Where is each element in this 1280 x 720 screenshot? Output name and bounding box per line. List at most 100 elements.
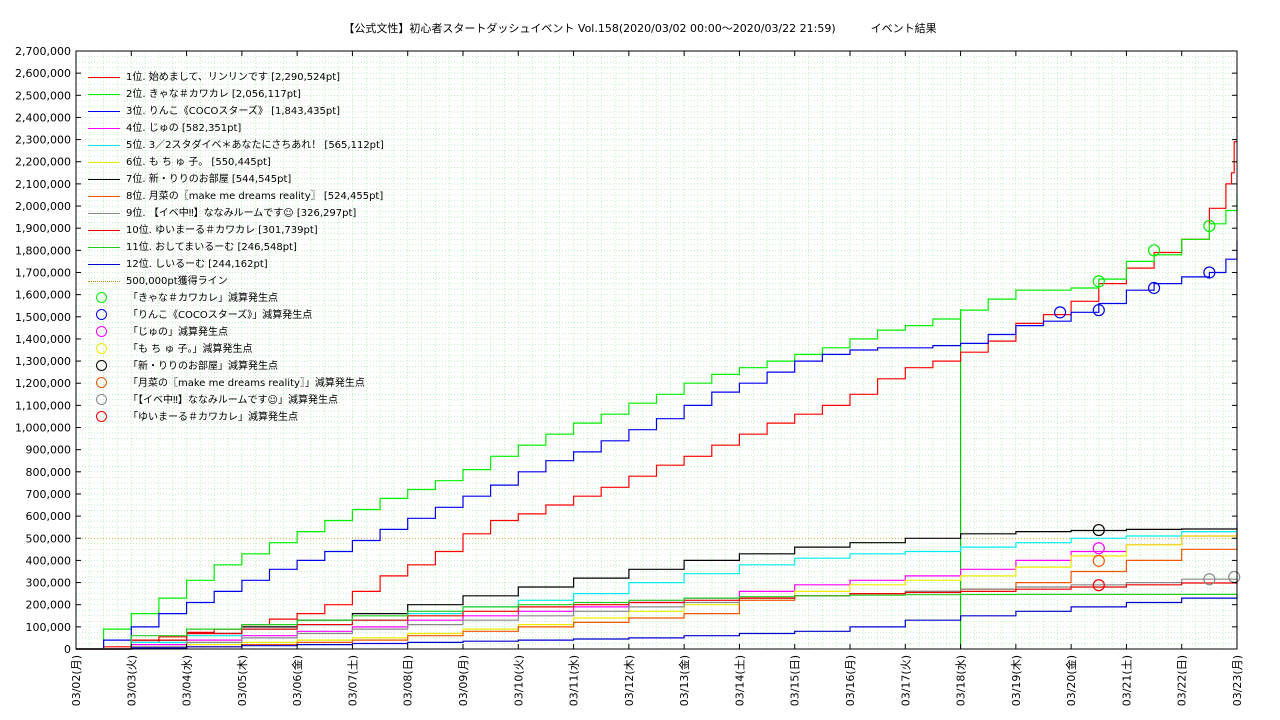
x-tick-label: 03/17(火) <box>899 655 912 706</box>
marker-point <box>1092 579 1105 592</box>
y-tick-label: 1,800,000 <box>15 244 71 257</box>
x-tick-label: 03/09(月) <box>457 655 470 706</box>
y-tick-label: 2,500,000 <box>15 89 71 102</box>
legend-label: 10位. ゆいまーる＃カワカレ [301,739pt] <box>126 225 318 236</box>
y-tick-label: 0 <box>64 643 71 656</box>
series-line-8 <box>76 532 1238 650</box>
x-tick-label: 03/06(金) <box>290 655 304 706</box>
y-tick-label: 1,400,000 <box>15 333 71 346</box>
y-tick-label: 2,200,000 <box>15 156 71 169</box>
legend-swatch <box>88 145 120 146</box>
y-tick-label: 900,000 <box>26 444 72 457</box>
y-tick-label: 1,200,000 <box>15 377 71 390</box>
legend-label: 「月菜の〖make me dreams reality〗」減算発生点 <box>128 378 365 389</box>
x-tick-label: 03/04(水) <box>181 655 194 706</box>
marker-point <box>1147 244 1161 257</box>
marker-point <box>1147 281 1161 295</box>
legend-label: 3位. りんこ《COCOスターズ》 [1,843,435pt] <box>126 106 341 117</box>
legend-marker-icon <box>96 343 107 354</box>
chart-title: 【公式文性】初心者スタートダッシュイベント Vol.158(2020/03/02… <box>343 22 937 35</box>
legend-label: 「新・りりのお部屋」減算発生点 <box>128 361 278 372</box>
y-tick-label: 2,000,000 <box>15 200 71 213</box>
series-line-11 <box>76 593 1237 650</box>
marker-point <box>1092 542 1105 555</box>
x-tick-label: 03/07(土) <box>346 655 359 706</box>
plot-frame <box>75 50 1238 650</box>
x-tick-label: 03/02(月) <box>70 655 83 706</box>
marker-point <box>1203 266 1216 279</box>
y-tick-label: 1,600,000 <box>15 289 71 302</box>
legend-swatch <box>88 77 120 78</box>
marker-point <box>1203 573 1216 586</box>
y-tick-label: 1,000,000 <box>15 422 71 435</box>
x-tick-label: 03/18(水) <box>955 655 968 706</box>
legend-marker-icon <box>96 360 107 371</box>
x-tick-label: 03/13(金) <box>677 655 691 706</box>
legend-label: 12位. しいるーむ [244,162pt] <box>126 259 268 270</box>
series-line-2 <box>76 193 1238 650</box>
y-tick-label: 1,700,000 <box>15 266 71 279</box>
legend-marker-icon <box>96 394 107 405</box>
markers <box>1053 219 1241 592</box>
legend-swatch <box>88 230 120 231</box>
x-tick-label: 03/10(火) <box>512 655 525 706</box>
marker-point <box>1203 219 1216 233</box>
y-tick-label: 200,000 <box>26 599 72 612</box>
legend-label: 「も ち ゅ 子。」減算発生点 <box>128 344 253 355</box>
x-tick-label: 03/22(日) <box>1176 655 1189 706</box>
legend-swatch <box>88 196 120 197</box>
legend-marker-icon <box>96 292 107 303</box>
legend-marker-icon <box>96 411 107 422</box>
legend-label: 「りんこ《COCOスターズ》」減算発生点 <box>128 310 313 321</box>
y-tick-label: 2,100,000 <box>15 178 71 191</box>
legend-label: 5位. 3／2スタダイベ＊あなたにさちあれ！ [565,112pt] <box>126 140 384 151</box>
marker-point <box>1092 304 1105 317</box>
legend-label: 「きゃな＃カワカレ」減算発生点 <box>128 293 278 304</box>
legend-label: 500,000pt獲得ライン <box>126 276 228 287</box>
legend-marker-icon <box>96 326 107 337</box>
y-tick-label: 1,500,000 <box>15 311 71 324</box>
x-tick-label: 03/20(金) <box>1064 655 1078 706</box>
legend-label: 「ゆいまーる＃カワカレ」減算発生点 <box>128 412 298 423</box>
y-tick-label: 2,600,000 <box>15 67 71 80</box>
series-line-10 <box>76 582 1238 650</box>
marker-point <box>1092 275 1105 288</box>
legend-swatch <box>88 128 120 129</box>
legend-marker-icon <box>96 377 107 388</box>
marker-point <box>1092 523 1105 537</box>
legend-swatch <box>88 264 120 265</box>
legend-label: 7位. 新・りりのお部屋 [544,545pt] <box>126 174 292 185</box>
legend-label: 11位. おしてまいるーむ [246,548pt] <box>126 242 297 253</box>
x-tick-label: 03/16(月) <box>844 655 857 706</box>
y-tick-label: 1,300,000 <box>15 355 71 368</box>
legend-swatch <box>88 247 120 248</box>
x-tick-label: 03/23(月) <box>1231 655 1244 706</box>
x-tick-label: 03/12(木) <box>623 655 636 706</box>
marker-point <box>1053 306 1067 319</box>
y-tick-label: 300,000 <box>26 577 72 590</box>
axes: 0 100,000 200,000 300,000 400,000 500,000 600,… <box>15 45 1244 706</box>
x-tick-label: 03/11(水) <box>568 655 581 706</box>
legend-swatch <box>88 94 120 95</box>
legend-swatch <box>88 213 120 214</box>
x-tick-label: 03/21(土) <box>1120 655 1133 706</box>
series-line-3 <box>76 240 1238 650</box>
legend-label: 「【イベ中‼】ななみルームです☺」減算発生点 <box>128 395 338 406</box>
legend-marker-icon <box>96 309 107 320</box>
legend-swatch <box>88 162 120 163</box>
x-tick-label: 03/19(木) <box>1010 655 1023 706</box>
legend-label: 8位. 月菜の〖make me dreams reality〗 [524,455… <box>126 191 384 202</box>
x-tick-label: 03/15(日) <box>789 655 802 706</box>
legend-label: 4位. じゅの [582,351pt] <box>126 123 242 134</box>
y-tick-label: 600,000 <box>26 510 72 523</box>
legend-label: 2位. きゃな＃カワカレ [2,056,117pt] <box>126 89 301 100</box>
y-tick-label: 100,000 <box>26 621 72 634</box>
y-tick-label: 700,000 <box>26 488 72 501</box>
y-tick-label: 1,900,000 <box>15 222 71 235</box>
y-tick-label: 2,400,000 <box>15 111 71 124</box>
legend-swatch <box>88 281 120 282</box>
x-tick-label: 03/14(土) <box>733 655 746 706</box>
y-tick-label: 400,000 <box>26 554 72 567</box>
x-tick-label: 03/08(日) <box>402 655 415 706</box>
